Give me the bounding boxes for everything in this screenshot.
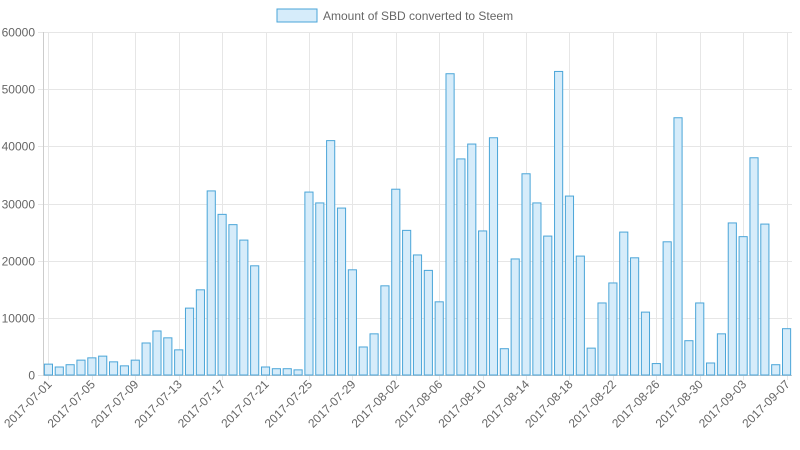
bar[interactable]: [141, 342, 151, 376]
bar[interactable]: [521, 173, 531, 376]
bar[interactable]: [760, 223, 770, 376]
bar[interactable]: [369, 333, 379, 376]
bar[interactable]: [597, 302, 607, 376]
bar[interactable]: [640, 311, 651, 376]
bar[interactable]: [65, 364, 75, 376]
bar[interactable]: [564, 195, 575, 376]
bar[interactable]: [499, 348, 509, 376]
bar[interactable]: [391, 188, 401, 376]
bar[interactable]: [543, 235, 553, 376]
bar[interactable]: [315, 202, 325, 376]
bar[interactable]: [239, 239, 249, 376]
y-tick-label: 60000: [2, 26, 36, 40]
bar[interactable]: [358, 346, 368, 376]
bar[interactable]: [163, 337, 173, 376]
legend[interactable]: Amount of SBD converted to Steem: [276, 8, 513, 23]
bar[interactable]: [228, 224, 238, 376]
bar[interactable]: [174, 349, 184, 376]
bars-series: [43, 70, 792, 376]
bar[interactable]: [749, 157, 759, 376]
bar[interactable]: [184, 307, 195, 376]
bar[interactable]: [434, 301, 444, 376]
bar[interactable]: [445, 73, 455, 376]
y-tick-label: 50000: [2, 83, 36, 97]
bar[interactable]: [380, 285, 390, 376]
x-tick-label: 2017-09-07: [739, 377, 793, 431]
bar[interactable]: [195, 289, 205, 376]
bar[interactable]: [456, 158, 466, 376]
bar[interactable]: [619, 231, 629, 376]
bar[interactable]: [54, 366, 64, 376]
bar[interactable]: [478, 230, 488, 376]
bar[interactable]: [738, 236, 748, 376]
bar[interactable]: [260, 366, 271, 376]
bar[interactable]: [206, 190, 216, 376]
bar[interactable]: [282, 368, 292, 376]
bar[interactable]: [695, 302, 705, 376]
bar[interactable]: [336, 207, 347, 376]
bar[interactable]: [662, 241, 672, 376]
bar[interactable]: [347, 269, 357, 376]
bar[interactable]: [727, 222, 737, 376]
bar[interactable]: [488, 137, 499, 376]
bar[interactable]: [467, 143, 477, 376]
bar[interactable]: [130, 359, 140, 376]
bar[interactable]: [771, 364, 781, 376]
bar[interactable]: [684, 340, 694, 376]
bar[interactable]: [304, 191, 314, 376]
bar[interactable]: [706, 362, 716, 376]
y-tick-label: 10000: [2, 312, 36, 326]
bar[interactable]: [98, 355, 108, 376]
bar[interactable]: [152, 330, 162, 376]
bar[interactable]: [586, 347, 596, 376]
bar[interactable]: [510, 258, 520, 376]
y-tick-label: 0: [28, 369, 35, 383]
y-tick-label: 30000: [2, 198, 36, 212]
bar[interactable]: [217, 213, 227, 376]
bar[interactable]: [119, 365, 129, 376]
y-tick-label: 40000: [2, 140, 36, 154]
bar[interactable]: [43, 363, 54, 376]
bar[interactable]: [575, 255, 585, 376]
bar[interactable]: [76, 359, 86, 376]
bar[interactable]: [651, 363, 661, 376]
bar[interactable]: [608, 282, 618, 376]
bar[interactable]: [250, 265, 260, 376]
bar[interactable]: [293, 369, 303, 376]
x-axis: 2017-07-012017-07-052017-07-092017-07-13…: [1, 375, 793, 431]
legend-label: Amount of SBD converted to Steem: [323, 9, 513, 23]
y-tick-label: 20000: [2, 255, 36, 269]
bar[interactable]: [423, 269, 433, 376]
bar[interactable]: [108, 361, 119, 376]
bar[interactable]: [402, 229, 412, 376]
bar[interactable]: [782, 328, 792, 376]
bar[interactable]: [630, 257, 640, 376]
legend-swatch[interactable]: [276, 8, 318, 23]
bar[interactable]: [87, 357, 97, 376]
y-axis: 0 10000 20000 30000 40000 50000 60000: [2, 26, 44, 383]
bar[interactable]: [271, 368, 281, 376]
bar[interactable]: [554, 70, 564, 376]
bar[interactable]: [673, 117, 683, 376]
bar[interactable]: [532, 202, 542, 376]
bar[interactable]: [716, 333, 727, 376]
bar[interactable]: [326, 140, 336, 376]
bar[interactable]: [412, 254, 423, 376]
